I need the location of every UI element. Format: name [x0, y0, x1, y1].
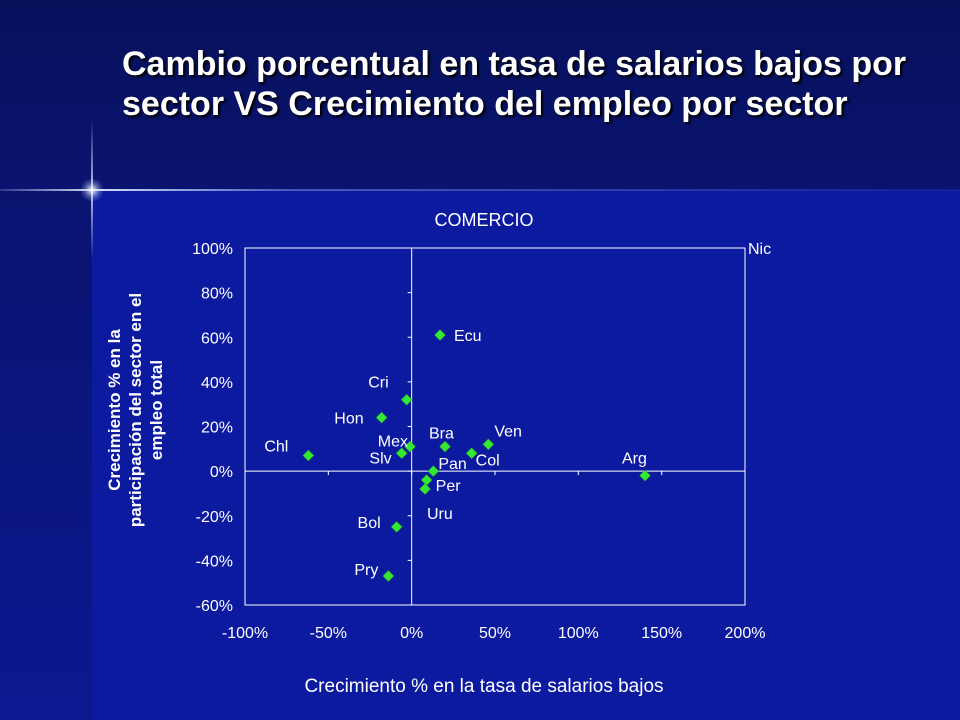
- x-tick-label: 100%: [558, 625, 599, 642]
- data-point-label: Bol: [358, 515, 381, 532]
- y-axis-label-line: empleo total: [147, 360, 166, 460]
- data-point-label: Pry: [354, 562, 378, 579]
- data-point-marker: [375, 411, 388, 424]
- data-point-label: Bra: [429, 426, 454, 443]
- y-axis-label-line: Crecimiento % en la: [105, 329, 124, 491]
- tick-labels: 100% 80% 60% 40% 20% 0% -20% -40% -60% -100% -50% 0…: [192, 241, 765, 642]
- y-tick-label: 80%: [201, 286, 233, 303]
- slide-header-background: [0, 0, 960, 190]
- data-point-label: Per: [436, 478, 462, 495]
- x-axis-label: Crecimiento % en la tasa de salarios baj…: [304, 676, 663, 697]
- data-point-marker: [419, 483, 431, 495]
- x-tick-label: 50%: [479, 625, 511, 642]
- data-point-label: Ven: [494, 423, 522, 440]
- data-point-marker: [434, 329, 446, 341]
- data-point-label: Chl: [264, 439, 288, 456]
- data-point-marker: [400, 393, 413, 406]
- data-point-label: Ecu: [454, 328, 482, 345]
- data-point-label: Cri: [368, 375, 388, 392]
- data-point-label: Slv: [369, 450, 391, 467]
- data-point-label: Uru: [427, 506, 453, 523]
- y-tick-label: -60%: [196, 598, 233, 615]
- y-tick-label: -40%: [196, 553, 233, 570]
- x-tick-label: -50%: [310, 625, 347, 642]
- y-tick-label: 40%: [201, 375, 233, 392]
- data-point-label: Mex: [378, 434, 408, 451]
- y-tick-label: 100%: [192, 241, 233, 258]
- decorative-flare-horizontal: [0, 189, 960, 191]
- y-axis-label: Crecimiento % en la participación del sec…: [105, 293, 166, 527]
- y-tick-label: 0%: [210, 464, 233, 481]
- data-point-marker: [482, 438, 495, 451]
- data-point-label: Nic: [748, 241, 771, 258]
- y-tick-label: -20%: [196, 509, 233, 526]
- data-point-marker: [427, 465, 440, 477]
- plot-area: [244, 247, 746, 606]
- x-tick-label: 150%: [641, 625, 682, 642]
- data-point-label: Hon: [334, 411, 363, 428]
- data-point-marker: [404, 440, 416, 453]
- y-tick-label: 60%: [201, 330, 233, 347]
- x-tick-label: 0%: [400, 625, 423, 642]
- data-point-marker: [639, 469, 651, 482]
- chart-title: COMERCIO: [435, 210, 534, 230]
- data-point-label: Col: [476, 452, 500, 469]
- decorative-star-icon: [80, 178, 104, 202]
- data-point-marker: [395, 447, 408, 460]
- axes: [244, 247, 746, 606]
- data-point-label: Arg: [622, 451, 647, 468]
- x-tick-label: -100%: [222, 625, 268, 642]
- slide-title: Cambio porcentual en tasa de salarios ba…: [122, 45, 907, 123]
- data-point-marker: [465, 447, 478, 460]
- data-point-marker: [302, 449, 315, 462]
- y-tick-label: 20%: [201, 420, 233, 437]
- data-point-marker: [439, 440, 451, 453]
- data-point-label: Pan: [438, 456, 466, 473]
- data-point-marker: [382, 570, 395, 582]
- x-tick-label: 200%: [725, 625, 766, 642]
- y-axis-label-line: participación del sector en el: [126, 293, 145, 527]
- data-point-marker: [390, 521, 403, 533]
- slide-left-band: [0, 190, 92, 720]
